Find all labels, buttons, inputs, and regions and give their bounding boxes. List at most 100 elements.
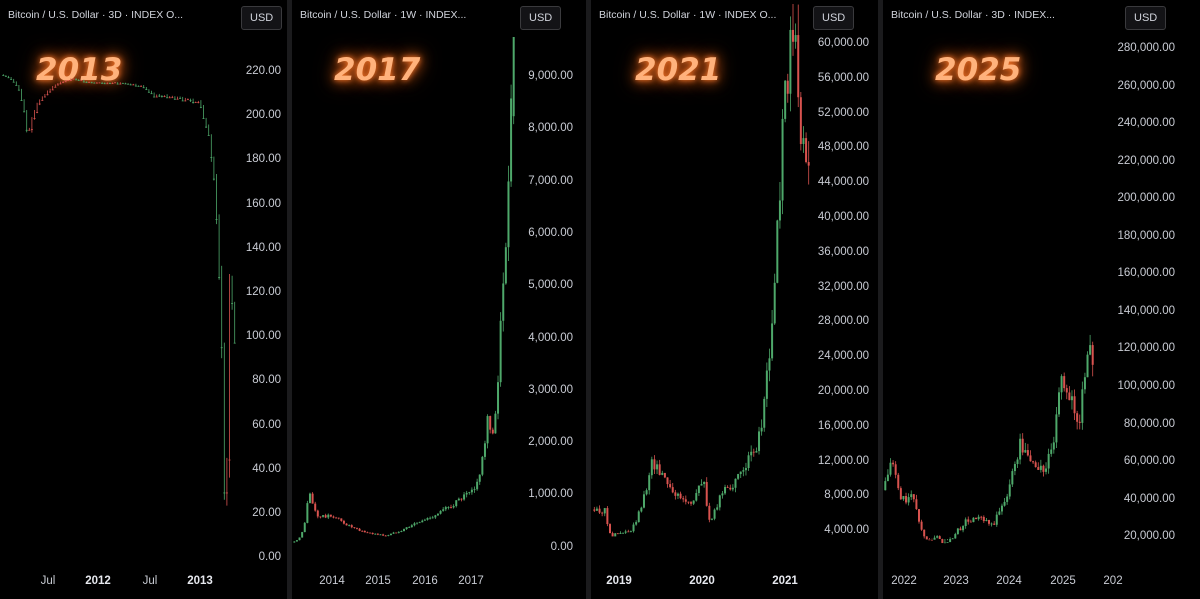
candle-body [794, 35, 797, 42]
candle-body [656, 464, 659, 470]
candle-body [737, 474, 740, 479]
candle-body [389, 533, 392, 536]
candle-body [199, 106, 202, 108]
y-tick-label: 280,000.00 [1117, 42, 1175, 54]
candle-body [897, 474, 900, 489]
candle-body [106, 83, 109, 85]
candle-body [907, 497, 910, 503]
candle-body [724, 487, 727, 494]
y-tick-label: 6,000.00 [528, 226, 573, 239]
candle-body [369, 532, 372, 534]
y-tick-label: 2,000.00 [528, 436, 573, 449]
candle-body [666, 477, 669, 485]
candle-body [69, 80, 72, 81]
candle-body [228, 459, 231, 461]
candle-body [413, 523, 416, 526]
candle-body [218, 277, 221, 278]
candle-body [43, 96, 46, 98]
candle-body [640, 507, 643, 512]
candle-body [171, 97, 174, 99]
candle-body [1042, 465, 1045, 472]
candle-body [153, 96, 156, 98]
candle-body [129, 84, 132, 86]
candle-body [114, 82, 117, 84]
y-tick-label: 12,000.00 [817, 454, 869, 467]
candle-body [444, 507, 447, 510]
panel-divider[interactable] [586, 0, 591, 599]
currency-button[interactable]: USD [1125, 6, 1167, 30]
candle-body [1003, 501, 1006, 506]
candle-body [205, 126, 208, 128]
candle-body [763, 398, 766, 428]
panel-divider[interactable] [287, 0, 292, 599]
candle-body [1078, 421, 1081, 423]
candle-body [773, 282, 776, 324]
candle-body [366, 532, 369, 534]
candle-body [768, 358, 771, 371]
x-tick-label: 2020 [689, 575, 715, 587]
candle-body [1083, 377, 1086, 390]
candle-body [1026, 450, 1029, 456]
y-tick-label: 28,000.00 [817, 315, 869, 328]
candle-body [33, 118, 36, 119]
panel-divider[interactable] [878, 0, 883, 599]
y-tick-label: 80,000.00 [1123, 417, 1175, 430]
candle-body [127, 83, 130, 85]
candle-body [933, 537, 936, 540]
y-tick-label: 32,000.00 [817, 280, 869, 293]
candle-body [936, 536, 939, 538]
candle-body [598, 508, 601, 513]
candle-body [786, 80, 789, 94]
candle-body [726, 487, 729, 488]
candle-body [614, 533, 617, 537]
currency-button[interactable]: USD [813, 6, 855, 30]
candle-body [10, 79, 13, 80]
candle-body [56, 84, 59, 86]
candle-body [423, 519, 426, 521]
candle-body [1032, 461, 1035, 463]
candle-body [781, 118, 784, 201]
candle-body [150, 93, 153, 95]
y-tick-label: 3,000.00 [528, 383, 573, 396]
candle-body [1047, 453, 1050, 469]
candle-body [4, 75, 7, 77]
candle-body [985, 520, 988, 522]
candle-body [760, 427, 763, 432]
candle-body [611, 533, 614, 537]
candle-body [38, 103, 41, 105]
y-tick-label: 40.00 [252, 462, 281, 475]
y-tick-label: 0.00 [550, 540, 573, 553]
y-tick-label: 140.00 [245, 241, 281, 254]
candle-body [355, 527, 358, 529]
candle-body [925, 536, 928, 540]
candle-body [998, 511, 1001, 515]
candle-body [301, 532, 304, 538]
candle-body [233, 342, 236, 344]
candle-body [15, 85, 18, 86]
candle-body [168, 97, 171, 99]
candle-body [642, 494, 645, 508]
candle-body [36, 112, 39, 114]
candle-body [676, 493, 679, 496]
candle-body [742, 470, 745, 472]
candle-body [134, 85, 137, 87]
y-tick-label: 80.00 [252, 374, 281, 387]
y-tick-label: 180,000.00 [1117, 229, 1175, 242]
candle-body [379, 534, 382, 536]
candle-body [436, 513, 439, 516]
candle-body [387, 535, 390, 536]
candle-body [1016, 459, 1019, 465]
candle-body [77, 80, 80, 81]
candle-body [173, 98, 176, 100]
candle-body [340, 518, 343, 521]
currency-button[interactable]: USD [520, 6, 562, 30]
candle-body [476, 481, 479, 490]
candle-body [314, 503, 317, 511]
candle-body [679, 493, 682, 499]
candle-body [632, 524, 635, 532]
candle-body [954, 534, 957, 539]
y-tick-label: 160.00 [245, 197, 281, 210]
currency-button[interactable]: USD [241, 6, 283, 30]
candle-body [457, 498, 460, 501]
candle-body [384, 535, 387, 537]
